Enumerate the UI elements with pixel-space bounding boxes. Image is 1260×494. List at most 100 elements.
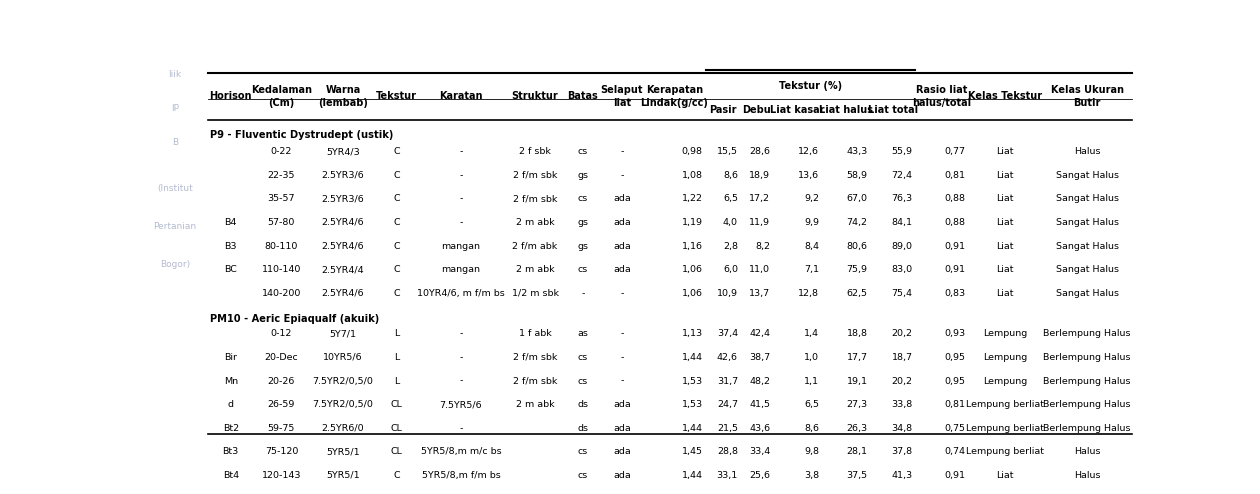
- Text: 2 f/m sbk: 2 f/m sbk: [513, 171, 557, 180]
- Text: 48,2: 48,2: [750, 376, 770, 386]
- Text: L: L: [394, 353, 399, 362]
- Text: 17,2: 17,2: [750, 194, 770, 204]
- Text: 25,6: 25,6: [750, 471, 770, 480]
- Text: 0-12: 0-12: [271, 329, 292, 338]
- Text: 2 f/m sbk: 2 f/m sbk: [513, 353, 557, 362]
- Text: 18,9: 18,9: [750, 171, 770, 180]
- Text: liik: liik: [169, 70, 181, 79]
- Text: 12,6: 12,6: [798, 147, 819, 156]
- Text: 59-75: 59-75: [268, 424, 295, 433]
- Text: 0,88: 0,88: [944, 218, 965, 227]
- Text: 5YR5/1: 5YR5/1: [326, 471, 359, 480]
- Text: 19,1: 19,1: [847, 376, 868, 386]
- Text: 1,13: 1,13: [682, 329, 703, 338]
- Text: B3: B3: [224, 242, 237, 250]
- Text: 1,45: 1,45: [682, 448, 703, 456]
- Text: 28,6: 28,6: [750, 147, 770, 156]
- Text: 80,6: 80,6: [847, 242, 868, 250]
- Text: d: d: [228, 400, 233, 409]
- Text: 3,8: 3,8: [804, 471, 819, 480]
- Text: 84,1: 84,1: [892, 218, 912, 227]
- Text: 55,9: 55,9: [892, 147, 912, 156]
- Text: Halus: Halus: [1074, 147, 1100, 156]
- Text: 58,9: 58,9: [847, 171, 868, 180]
- Text: -: -: [459, 353, 462, 362]
- Text: 89,0: 89,0: [892, 242, 912, 250]
- Text: 0,95: 0,95: [944, 376, 965, 386]
- Text: cs: cs: [578, 147, 588, 156]
- Text: 5Y7/1: 5Y7/1: [329, 329, 357, 338]
- Text: Berlempung Halus: Berlempung Halus: [1043, 353, 1131, 362]
- Text: 5YR5/8,m f/m bs: 5YR5/8,m f/m bs: [422, 471, 500, 480]
- Text: Bt4: Bt4: [223, 471, 239, 480]
- Text: Liat: Liat: [997, 288, 1014, 298]
- Text: CL: CL: [391, 400, 402, 409]
- Text: 5YR5/8,m m/c bs: 5YR5/8,m m/c bs: [421, 448, 501, 456]
- Text: 20-26: 20-26: [268, 376, 295, 386]
- Text: B4: B4: [224, 218, 237, 227]
- Text: 13,7: 13,7: [748, 288, 770, 298]
- Text: gs: gs: [577, 242, 588, 250]
- Text: 2,8: 2,8: [723, 242, 738, 250]
- Text: 1,4: 1,4: [804, 329, 819, 338]
- Text: 21,5: 21,5: [717, 424, 738, 433]
- Text: Berlempung Halus: Berlempung Halus: [1043, 400, 1131, 409]
- Text: -: -: [620, 329, 624, 338]
- Text: Berlempung Halus: Berlempung Halus: [1043, 376, 1131, 386]
- Text: 1,16: 1,16: [682, 242, 703, 250]
- Text: Lempung berliat: Lempung berliat: [966, 400, 1045, 409]
- Text: 1,19: 1,19: [682, 218, 703, 227]
- Text: 120-143: 120-143: [262, 471, 301, 480]
- Text: Tekstur (%): Tekstur (%): [779, 81, 842, 91]
- Text: PM10 - Aeric Epiaqualf (akuik): PM10 - Aeric Epiaqualf (akuik): [210, 314, 379, 324]
- Text: Liat halus: Liat halus: [819, 105, 873, 115]
- Text: 11,9: 11,9: [750, 218, 770, 227]
- Text: 74,2: 74,2: [847, 218, 868, 227]
- Text: Liat: Liat: [997, 194, 1014, 204]
- Text: -: -: [620, 353, 624, 362]
- Text: 2 m abk: 2 m abk: [515, 265, 554, 274]
- Text: ds: ds: [577, 400, 588, 409]
- Text: Mn: Mn: [224, 376, 238, 386]
- Text: 76,3: 76,3: [891, 194, 912, 204]
- Text: 0,98: 0,98: [682, 147, 703, 156]
- Text: Pasir: Pasir: [709, 105, 737, 115]
- Text: 43,6: 43,6: [748, 424, 770, 433]
- Text: Berlempung Halus: Berlempung Halus: [1043, 424, 1131, 433]
- Text: CL: CL: [391, 448, 402, 456]
- Text: ds: ds: [577, 424, 588, 433]
- Text: 24,7: 24,7: [717, 400, 738, 409]
- Text: 1,44: 1,44: [682, 353, 703, 362]
- Text: 9,9: 9,9: [804, 218, 819, 227]
- Text: C: C: [393, 147, 399, 156]
- Text: 5YR5/1: 5YR5/1: [326, 448, 359, 456]
- Text: 42,4: 42,4: [750, 329, 770, 338]
- Text: 0,81: 0,81: [944, 400, 965, 409]
- Text: cs: cs: [578, 448, 588, 456]
- Text: 2 m abk: 2 m abk: [515, 218, 554, 227]
- Text: L: L: [394, 376, 399, 386]
- Text: 1,0: 1,0: [804, 353, 819, 362]
- Text: Tekstur: Tekstur: [375, 91, 417, 101]
- Text: 22-35: 22-35: [267, 171, 295, 180]
- Text: cs: cs: [578, 471, 588, 480]
- Text: 75-120: 75-120: [265, 448, 299, 456]
- Text: 10YR4/6, m f/m bs: 10YR4/6, m f/m bs: [417, 288, 505, 298]
- Text: 5YR4/3: 5YR4/3: [326, 147, 360, 156]
- Text: 7,1: 7,1: [804, 265, 819, 274]
- Text: 33,1: 33,1: [717, 471, 738, 480]
- Text: C: C: [393, 194, 399, 204]
- Text: 1,44: 1,44: [682, 424, 703, 433]
- Text: 110-140: 110-140: [262, 265, 301, 274]
- Text: Rasio liat
halus/total: Rasio liat halus/total: [912, 85, 971, 108]
- Text: B: B: [173, 138, 178, 148]
- Text: ada: ada: [614, 448, 631, 456]
- Text: 8,2: 8,2: [755, 242, 770, 250]
- Text: as: as: [577, 329, 588, 338]
- Text: Halus: Halus: [1074, 448, 1100, 456]
- Text: 10YR5/6: 10YR5/6: [323, 353, 363, 362]
- Text: Kelas Tekstur: Kelas Tekstur: [968, 91, 1042, 101]
- Text: ada: ada: [614, 424, 631, 433]
- Text: 6,5: 6,5: [804, 400, 819, 409]
- Text: 1,1: 1,1: [804, 376, 819, 386]
